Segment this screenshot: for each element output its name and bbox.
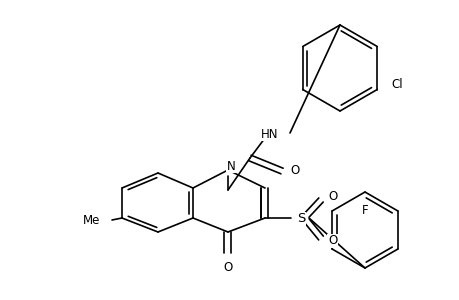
Text: O: O <box>327 235 336 248</box>
Text: O: O <box>289 164 299 178</box>
Text: Cl: Cl <box>391 78 402 91</box>
Text: O: O <box>327 190 336 203</box>
Text: O: O <box>223 261 232 274</box>
Text: HN: HN <box>260 128 277 140</box>
Text: N: N <box>226 160 235 172</box>
Text: S: S <box>296 212 304 226</box>
Text: Me: Me <box>83 214 100 226</box>
Text: F: F <box>361 204 368 217</box>
